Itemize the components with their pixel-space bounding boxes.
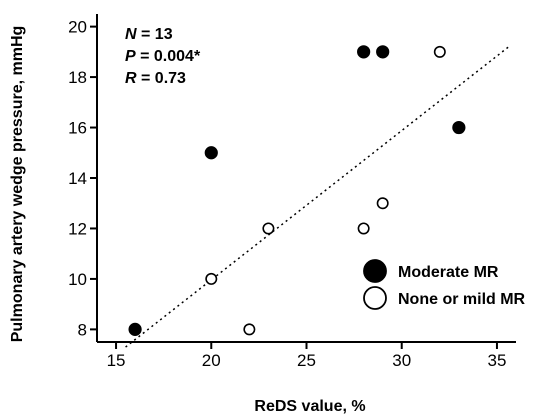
stat-line: P = 0.004* (125, 48, 201, 65)
y-tick-label: 10 (68, 270, 87, 289)
legend-label: None or mild MR (398, 291, 526, 308)
x-tick-label: 25 (297, 351, 316, 370)
stat-symbol: P (125, 48, 136, 65)
stat-value: = 0.73 (137, 70, 186, 87)
stat-value: = 13 (137, 26, 173, 43)
y-tick-label: 20 (68, 18, 87, 37)
point-none-or-mild-mr (376, 197, 389, 210)
legend-marker (363, 259, 387, 283)
y-ticks: 8 10 12 14 16 18 20 (68, 18, 97, 339)
point-moderate-mr (204, 146, 218, 160)
point-moderate-mr (376, 45, 390, 59)
stat-symbol: R (125, 70, 137, 87)
trendline (125, 44, 511, 348)
stat-line: R = 0.73 (125, 70, 186, 87)
data-points (128, 45, 466, 336)
point-none-or-mild-mr (433, 45, 446, 58)
y-tick-label: 8 (78, 320, 87, 339)
point-moderate-mr (357, 45, 371, 59)
x-axis-title: ReDS value, % (254, 398, 365, 415)
legend-label: Moderate MR (398, 264, 499, 281)
y-tick-label: 16 (68, 119, 87, 138)
legend-marker (363, 286, 387, 310)
x-tick-label: 20 (202, 351, 221, 370)
stat-value: = 0.004* (136, 48, 201, 65)
point-moderate-mr (452, 120, 466, 135)
stats-annotation: N = 13P = 0.004*R = 0.73 (125, 26, 201, 87)
x-ticks: 15 20 25 30 35 (107, 342, 506, 370)
legend: Moderate MR None or mild MR (363, 259, 526, 310)
point-none-or-mild-mr (262, 222, 275, 235)
x-tick-label: 35 (487, 351, 506, 370)
y-tick-label: 18 (68, 68, 87, 87)
point-none-or-mild-mr (357, 222, 370, 235)
point-none-or-mild-mr (205, 272, 218, 285)
stat-line: N = 13 (125, 26, 173, 43)
x-tick-label: 30 (392, 351, 411, 370)
point-none-or-mild-mr (243, 323, 256, 336)
x-tick-label: 15 (107, 351, 126, 370)
y-axis-title: Pulmonary artery wedge pressure, mmHg (9, 26, 26, 343)
point-moderate-mr (128, 322, 142, 336)
stat-symbol: N (125, 26, 137, 43)
y-tick-label: 14 (68, 169, 87, 188)
y-tick-label: 12 (68, 219, 87, 238)
